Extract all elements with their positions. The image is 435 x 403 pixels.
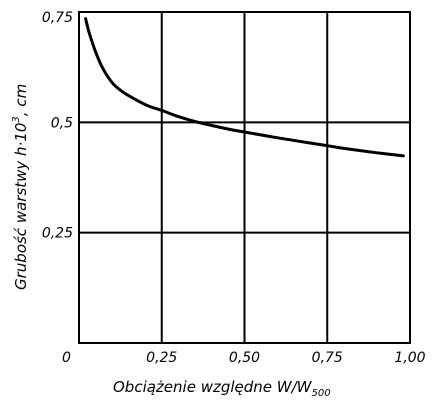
- x-tick-labels: 0 0,25 0,50 0,75 1,00: [62, 350, 426, 366]
- series-line: [84, 17, 405, 158]
- x-tick-label-3: 0,75: [312, 350, 343, 366]
- x-axis-title: Obciążenie względne W/W500: [113, 378, 331, 399]
- y-tick-label-0: 0,25: [42, 226, 73, 242]
- y-tick-label-2: 0,75: [42, 10, 73, 26]
- grid: [79, 12, 410, 343]
- y-tick-labels: 0,25 0,5 0,75: [42, 10, 73, 242]
- x-tick-label-1: 0,25: [146, 350, 177, 366]
- y-tick-label-1: 0,5: [51, 115, 73, 131]
- x-tick-label-2: 0,50: [229, 350, 260, 366]
- y-axis-title: Grubość warstwy h·103, cm: [11, 84, 30, 290]
- x-tick-label-4: 1,00: [394, 350, 425, 366]
- x-tick-label-0: 0: [62, 350, 71, 366]
